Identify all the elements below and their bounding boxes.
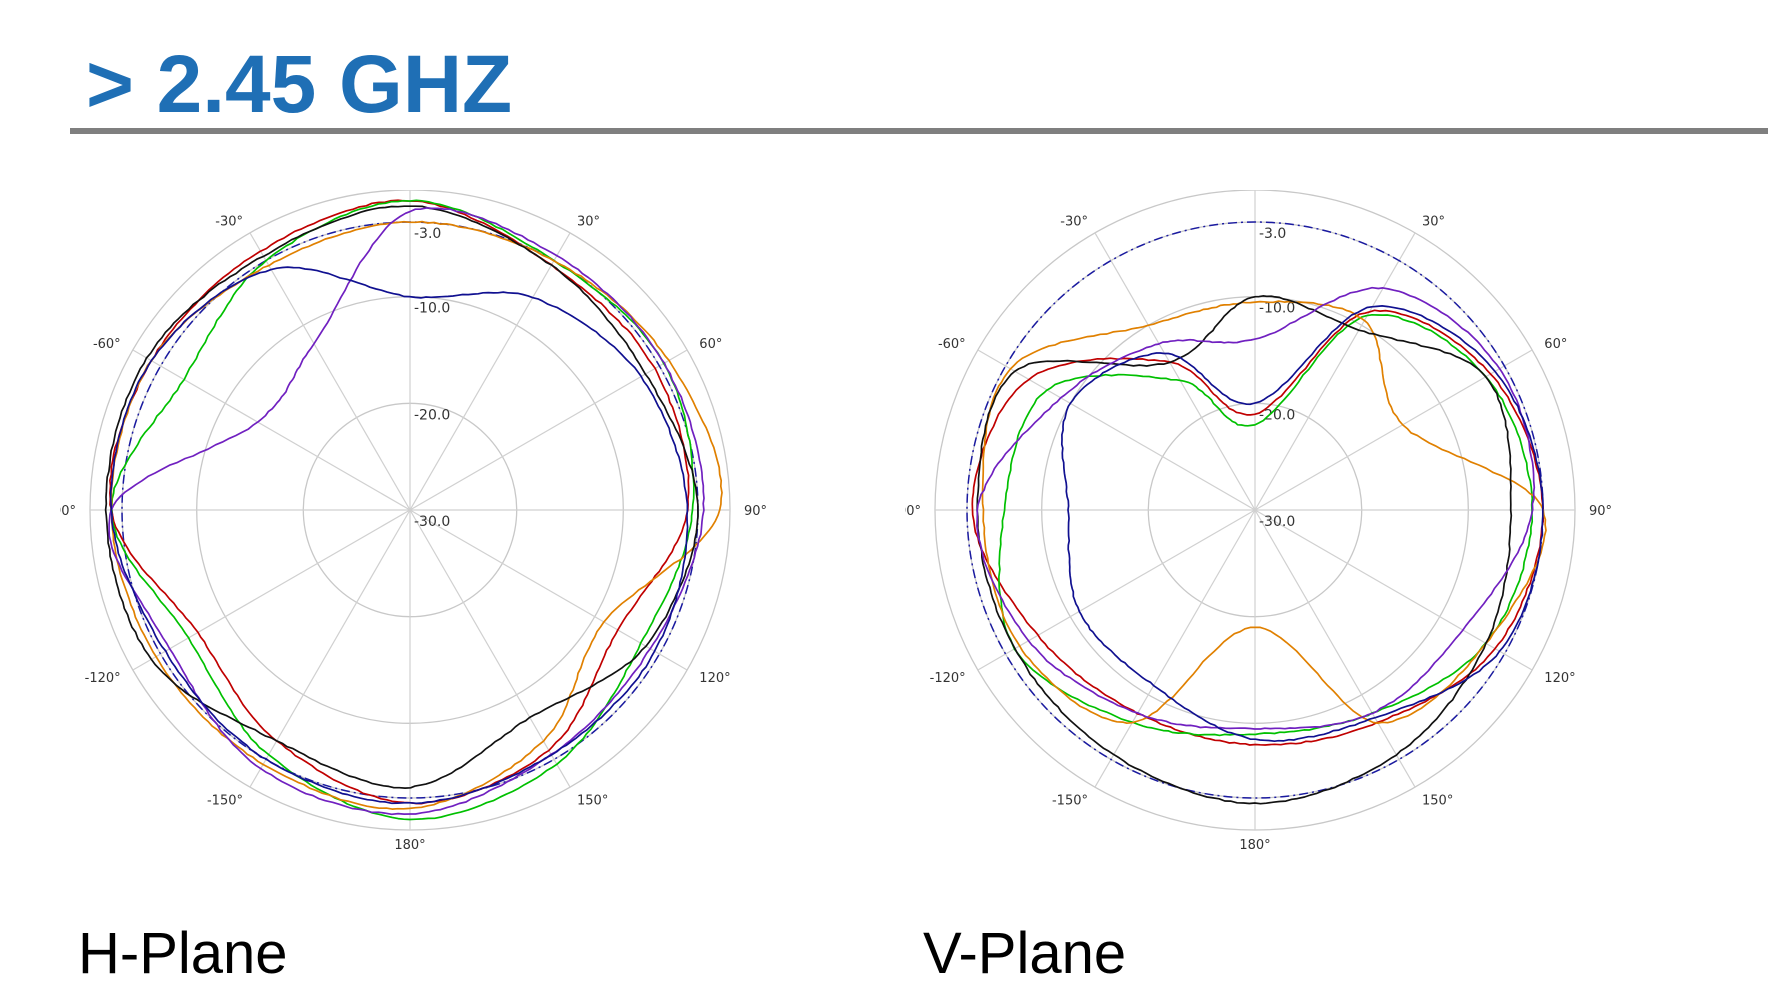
angle-tick-label: -90° (905, 504, 921, 519)
angle-tick-label: 120° (1544, 671, 1575, 686)
angle-tick-label: 120° (699, 671, 730, 686)
series-trace (1060, 305, 1544, 743)
angle-tick-label: -60° (938, 337, 966, 352)
grid-spoke (132, 349, 411, 511)
angle-tick-label: -150° (1052, 793, 1088, 808)
v-plane-polar-chart: -3.0-10.0-20.0-30.00°30°60°90°120°150°18… (905, 190, 1685, 990)
h-plane-polar-chart: -3.0-10.0-20.0-30.00°30°60°90°120°150°18… (60, 190, 840, 990)
series-trace (976, 295, 1513, 805)
series-trace (976, 286, 1536, 730)
grid-spoke (1094, 509, 1256, 788)
h-plane-label: H-Plane (78, 921, 288, 986)
angle-tick-label: -90° (60, 504, 76, 519)
radial-tick-label: -10.0 (1259, 301, 1295, 317)
angle-tick-label: 30° (577, 215, 600, 230)
grid-spoke (409, 232, 571, 511)
series-trace (108, 207, 705, 816)
v-plane-polar-svg: -3.0-10.0-20.0-30.00°30°60°90°120°150°18… (905, 190, 1612, 853)
polar-grid (89, 190, 731, 831)
grid-spoke (249, 232, 411, 511)
grid-spoke (1254, 509, 1533, 671)
series-trace (109, 266, 689, 805)
angle-tick-label: -120° (930, 671, 966, 686)
angle-tick-label: 180° (394, 838, 425, 853)
angle-tick-label: -60° (93, 337, 121, 352)
grid-spoke (1254, 232, 1416, 511)
radial-tick-label: -30.0 (414, 514, 450, 530)
radial-tick-label: -30.0 (1259, 514, 1295, 530)
grid-spoke (977, 349, 1256, 511)
grid-spoke (1254, 509, 1416, 788)
angle-tick-label: 90° (1589, 504, 1612, 519)
grid-spoke (1094, 232, 1256, 511)
angle-tick-label: 150° (1422, 793, 1453, 808)
h-plane-polar-svg: -3.0-10.0-20.0-30.00°30°60°90°120°150°18… (60, 190, 767, 853)
angle-tick-label: 30° (1422, 215, 1445, 230)
angle-tick-label: -150° (207, 793, 243, 808)
v-plane-label: V-Plane (923, 921, 1127, 986)
series-trace (981, 300, 1547, 725)
angle-tick-label: -120° (85, 671, 121, 686)
angle-tick-label: 180° (1239, 838, 1270, 853)
radial-tick-label: -20.0 (1259, 407, 1295, 423)
angle-tick-label: 150° (577, 793, 608, 808)
angle-tick-label: 60° (699, 337, 722, 352)
angle-tick-label: -30° (1060, 215, 1088, 230)
grid-spoke (977, 509, 1256, 671)
grid-spoke (249, 509, 411, 788)
radial-tick-label: -20.0 (414, 407, 450, 423)
grid-spoke (132, 509, 411, 671)
series-trace (104, 205, 699, 789)
series-trace (971, 309, 1545, 746)
page-title: > 2.45 GHZ (86, 39, 513, 130)
angle-tick-label: 60° (1544, 337, 1567, 352)
radial-tick-label: -3.0 (414, 226, 441, 242)
title-divider (70, 128, 1768, 134)
radial-tick-label: -3.0 (1259, 226, 1286, 242)
angle-tick-label: 90° (744, 504, 767, 519)
angle-tick-label: -30° (215, 215, 243, 230)
radial-tick-label: -10.0 (414, 301, 450, 317)
